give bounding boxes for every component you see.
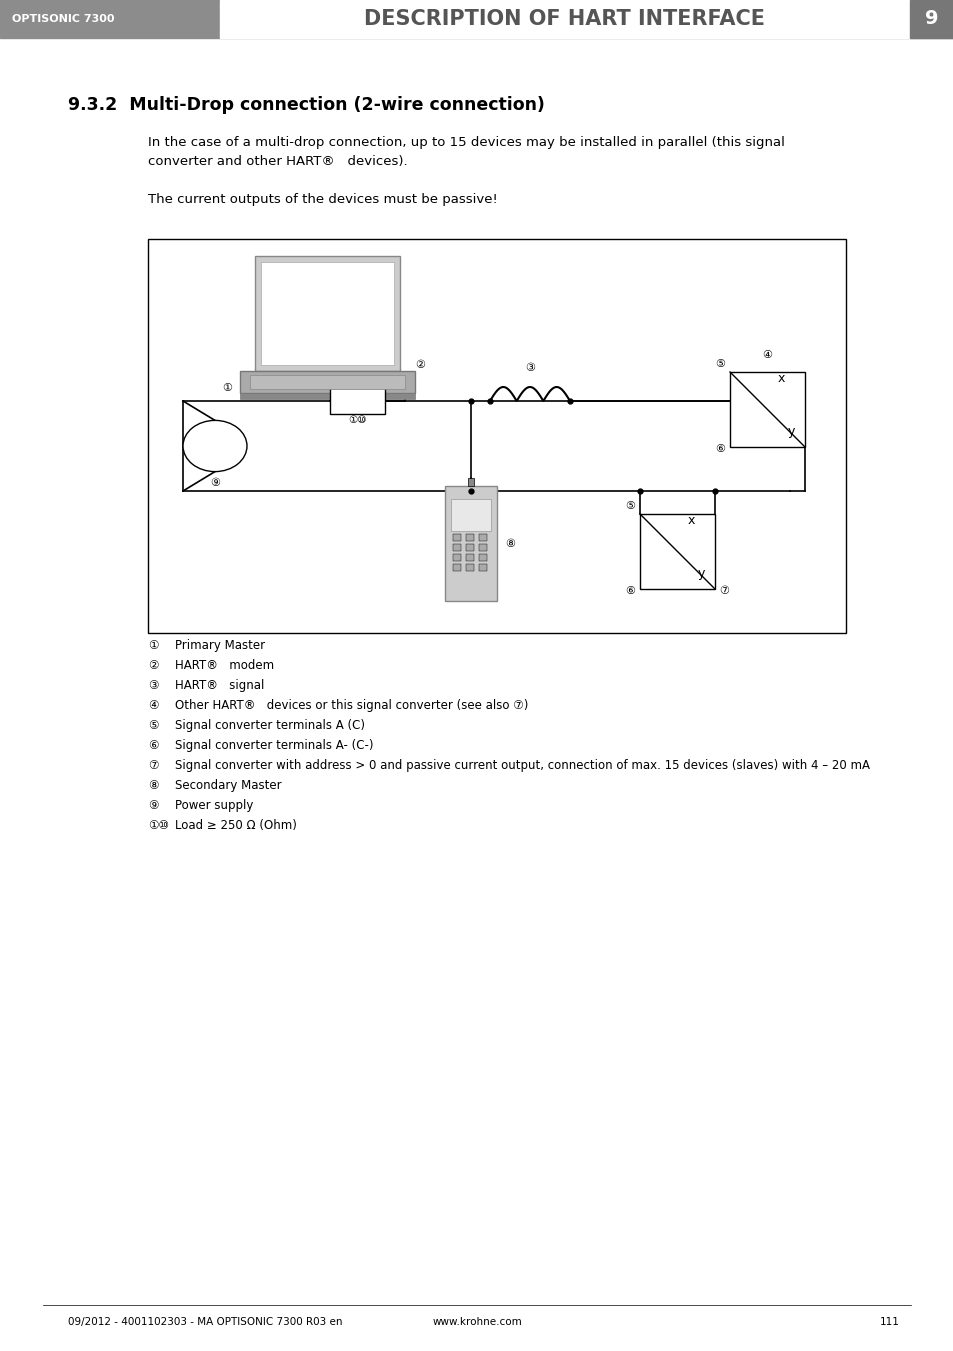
Text: ⑧: ⑧ bbox=[504, 539, 515, 549]
Bar bbox=[250, 376, 405, 389]
Bar bbox=[240, 372, 415, 393]
Bar bbox=[261, 262, 394, 365]
Text: HART®   modem: HART® modem bbox=[174, 659, 274, 671]
Text: Primary Master: Primary Master bbox=[174, 639, 265, 653]
Bar bbox=[465, 563, 474, 571]
Bar bbox=[909, 0, 953, 38]
Text: ⑤: ⑤ bbox=[624, 501, 635, 511]
Bar bbox=[254, 255, 399, 372]
Text: ④: ④ bbox=[148, 698, 158, 712]
Bar bbox=[478, 563, 486, 571]
Text: 9: 9 bbox=[924, 9, 938, 28]
Bar bbox=[453, 563, 460, 571]
Text: ①⑩: ①⑩ bbox=[148, 819, 169, 832]
Text: x: x bbox=[778, 372, 784, 385]
Bar bbox=[240, 393, 415, 399]
Text: 111: 111 bbox=[880, 1317, 899, 1327]
Bar bbox=[465, 534, 474, 540]
Text: Secondary Master: Secondary Master bbox=[174, 780, 281, 792]
Bar bbox=[465, 544, 474, 551]
Text: The current outputs of the devices must be passive!: The current outputs of the devices must … bbox=[148, 193, 497, 205]
Bar bbox=[451, 499, 491, 531]
Text: Signal converter terminals A- (C-): Signal converter terminals A- (C-) bbox=[174, 739, 374, 753]
Bar bbox=[478, 544, 486, 551]
Bar bbox=[465, 554, 474, 561]
Text: y: y bbox=[698, 567, 704, 580]
Text: ③: ③ bbox=[524, 363, 535, 373]
Text: ②: ② bbox=[415, 359, 424, 370]
Text: 09/2012 - 4001102303 - MA OPTISONIC 7300 R03 en: 09/2012 - 4001102303 - MA OPTISONIC 7300… bbox=[68, 1317, 342, 1327]
Text: ⑧: ⑧ bbox=[148, 780, 158, 792]
Text: Other HART®   devices or this signal converter (see also ⑦): Other HART® devices or this signal conve… bbox=[174, 698, 528, 712]
Text: ⑨: ⑨ bbox=[210, 478, 220, 488]
Text: ⑤: ⑤ bbox=[148, 719, 158, 732]
Text: 9.3.2  Multi-Drop connection (2-wire connection): 9.3.2 Multi-Drop connection (2-wire conn… bbox=[68, 96, 544, 113]
Text: ①: ① bbox=[222, 382, 232, 393]
Text: Signal converter terminals A (C): Signal converter terminals A (C) bbox=[174, 719, 365, 732]
Bar bbox=[468, 478, 474, 486]
Bar bbox=[639, 513, 714, 589]
Text: x: x bbox=[687, 513, 695, 527]
Bar bbox=[444, 486, 497, 601]
Bar bbox=[453, 534, 460, 540]
Text: ⑤: ⑤ bbox=[714, 359, 724, 369]
Text: OPTISONIC 7300: OPTISONIC 7300 bbox=[12, 14, 114, 24]
Text: ⑥: ⑥ bbox=[714, 444, 724, 454]
Bar bbox=[220, 0, 909, 38]
Text: In the case of a multi-drop connection, up to 15 devices may be installed in par: In the case of a multi-drop connection, … bbox=[148, 136, 784, 149]
Text: DESCRIPTION OF HART INTERFACE: DESCRIPTION OF HART INTERFACE bbox=[364, 9, 764, 28]
Text: ⑨: ⑨ bbox=[148, 798, 158, 812]
Text: ⑥: ⑥ bbox=[148, 739, 158, 753]
Text: Load ≥ 250 Ω (Ohm): Load ≥ 250 Ω (Ohm) bbox=[174, 819, 296, 832]
Text: Signal converter with address > 0 and passive current output, connection of max.: Signal converter with address > 0 and pa… bbox=[174, 759, 869, 771]
Text: www.krohne.com: www.krohne.com bbox=[432, 1317, 521, 1327]
Text: ①⑩: ①⑩ bbox=[348, 415, 366, 426]
Text: y: y bbox=[787, 426, 795, 438]
Text: ①: ① bbox=[148, 639, 158, 653]
Bar bbox=[478, 554, 486, 561]
Ellipse shape bbox=[183, 420, 247, 471]
Text: converter and other HART®   devices).: converter and other HART® devices). bbox=[148, 155, 407, 168]
Text: HART®   signal: HART® signal bbox=[174, 680, 264, 692]
Text: ⑦: ⑦ bbox=[719, 586, 728, 596]
Bar bbox=[148, 239, 845, 634]
Text: ④: ④ bbox=[761, 350, 772, 359]
Text: ⑦: ⑦ bbox=[148, 759, 158, 771]
Bar bbox=[453, 544, 460, 551]
Text: ③: ③ bbox=[148, 680, 158, 692]
Bar bbox=[0, 0, 953, 38]
Bar bbox=[478, 534, 486, 540]
Bar bbox=[330, 388, 385, 413]
Bar bbox=[729, 372, 804, 447]
Text: Power supply: Power supply bbox=[174, 798, 253, 812]
Text: ②: ② bbox=[148, 659, 158, 671]
Bar bbox=[453, 554, 460, 561]
Text: ⑥: ⑥ bbox=[624, 586, 635, 596]
